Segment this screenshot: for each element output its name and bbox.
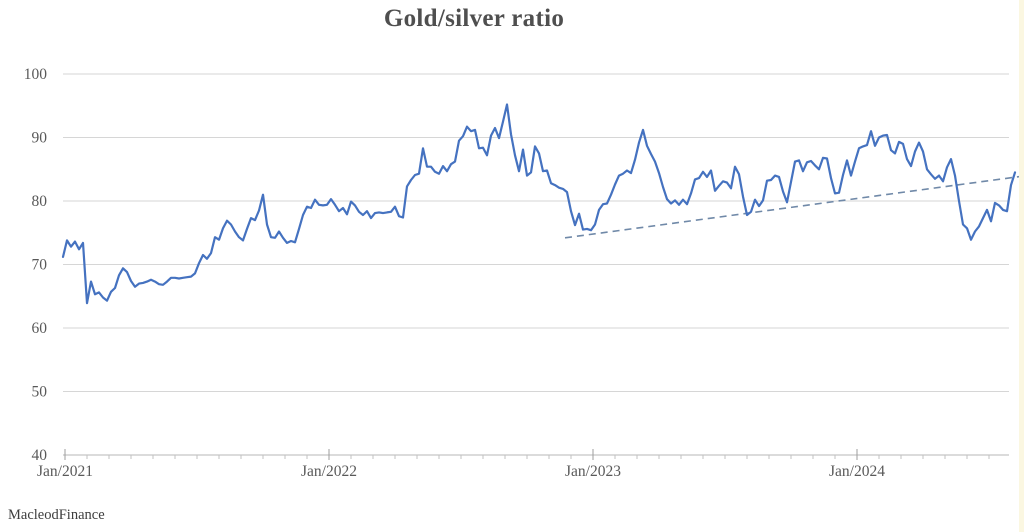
- series-line: [61, 103, 1017, 305]
- chart-title: Gold/silver ratio: [383, 5, 565, 32]
- y-axis-tick-label: 60: [32, 320, 48, 337]
- x-axis-tick-label: Jan/2022: [301, 463, 357, 480]
- right-edge-strip: [1019, 0, 1024, 532]
- y-axis-tick-label: 40: [32, 447, 48, 464]
- y-axis-tick-label: 100: [24, 66, 48, 83]
- trendline: [564, 175, 1023, 239]
- y-axis-tick-label: 50: [32, 384, 48, 401]
- x-axis-tick-label: Jan/2023: [565, 463, 621, 480]
- y-axis-tick-label: 90: [32, 130, 48, 147]
- y-axis-tick-label: 70: [32, 257, 48, 274]
- credit-text: MacleodFinance: [8, 507, 105, 523]
- x-axis-tick-label: Jan/2024: [829, 463, 885, 480]
- y-axis-tick-label: 80: [32, 193, 48, 210]
- x-axis-tick-label: Jan/2021: [37, 463, 93, 480]
